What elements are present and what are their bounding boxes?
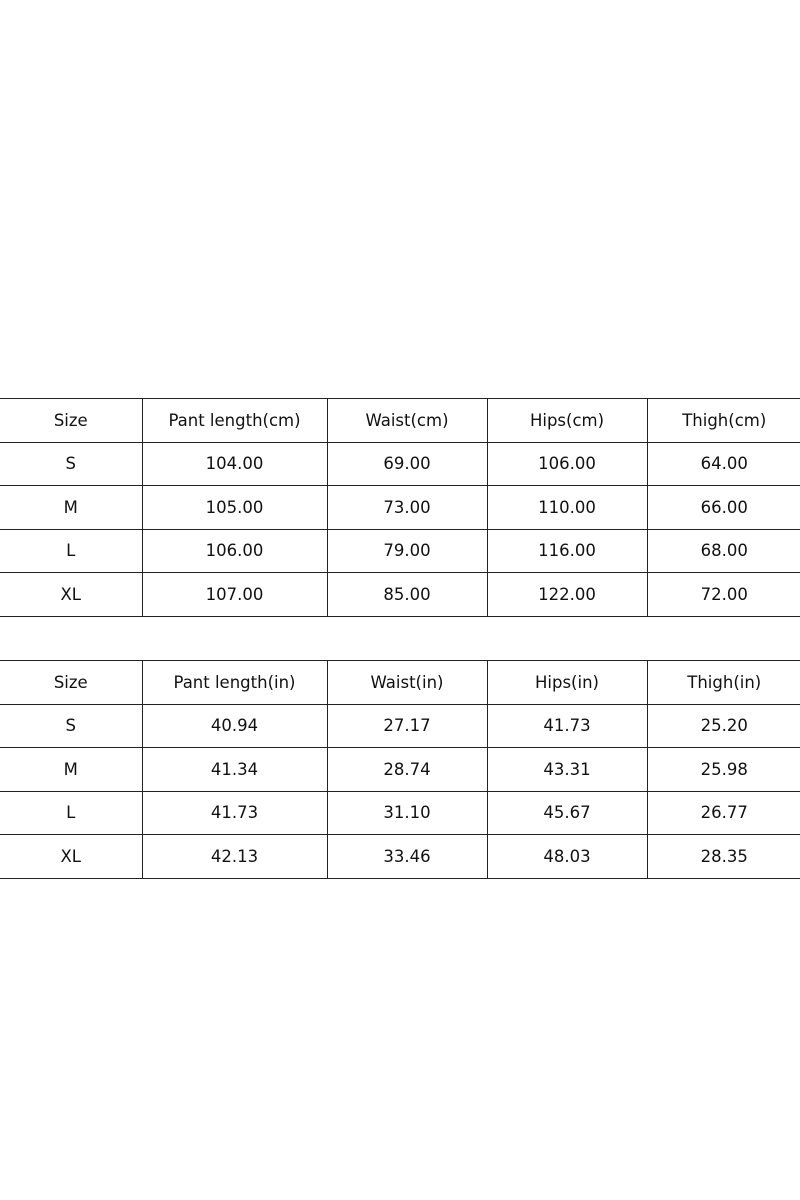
table-cell: 28.35	[646, 834, 800, 879]
table-cell: L	[0, 528, 143, 573]
table-cell: 41.73	[141, 790, 328, 835]
table-cell: M	[0, 747, 143, 792]
table-cell: 43.31	[486, 747, 648, 792]
table-cell: 79.00	[326, 528, 488, 573]
header-row: Size Pant length(cm) Waist(cm) Hips(cm) Thig…	[0, 398, 800, 443]
table-row: S 40.94 27.17 41.73 25.20	[0, 703, 800, 748]
table-cell: 69.00	[326, 441, 488, 486]
column-header: Pant length(in)	[141, 660, 328, 705]
table-cell: 122.00	[486, 572, 648, 617]
table-cell: 116.00	[486, 528, 648, 573]
column-header: Size	[0, 398, 143, 443]
table-cell: 105.00	[141, 485, 328, 530]
table-cell: 110.00	[486, 485, 648, 530]
table-cell: 27.17	[326, 703, 488, 748]
column-header: Waist(in)	[326, 660, 488, 705]
table-cell: S	[0, 441, 143, 486]
table-row: XL 42.13 33.46 48.03 28.35	[0, 834, 800, 879]
size-chart-cm-table: Size Pant length(cm) Waist(cm) Hips(cm) Thig…	[0, 398, 800, 617]
table-cell: S	[0, 703, 143, 748]
table-cell: 107.00	[141, 572, 328, 617]
column-header: Hips(cm)	[486, 398, 648, 443]
table-cell: 33.46	[326, 834, 488, 879]
size-chart-inch-table: Size Pant length(in) Waist(in) Hips(in) Thig…	[0, 660, 800, 879]
table-row: L 106.00 79.00 116.00 68.00	[0, 528, 800, 573]
column-header: Size	[0, 660, 143, 705]
table-cell: 42.13	[141, 834, 328, 879]
table-cell: 31.10	[326, 790, 488, 835]
table-row: M 41.34 28.74 43.31 25.98	[0, 747, 800, 792]
table-cell: 41.73	[486, 703, 648, 748]
table-cell: 40.94	[141, 703, 328, 748]
table-cell: 106.00	[141, 528, 328, 573]
table-row: M 105.00 73.00 110.00 66.00	[0, 485, 800, 530]
table-cell: 48.03	[486, 834, 648, 879]
table-row: S 104.00 69.00 106.00 64.00	[0, 441, 800, 486]
table-cell: 25.98	[646, 747, 800, 792]
table-cell: XL	[0, 572, 143, 617]
table-cell: 41.34	[141, 747, 328, 792]
table-cell: XL	[0, 834, 143, 879]
table-cell: 73.00	[326, 485, 488, 530]
table-cell: 104.00	[141, 441, 328, 486]
table-cell: M	[0, 485, 143, 530]
table-cell: 68.00	[646, 528, 800, 573]
column-header: Hips(in)	[486, 660, 648, 705]
column-header: Thigh(cm)	[646, 398, 800, 443]
column-header: Waist(cm)	[326, 398, 488, 443]
table-row: XL 107.00 85.00 122.00 72.00	[0, 572, 800, 617]
header-row: Size Pant length(in) Waist(in) Hips(in) Thig…	[0, 660, 800, 705]
table-cell: L	[0, 790, 143, 835]
column-header: Thigh(in)	[646, 660, 800, 705]
table-cell: 106.00	[486, 441, 648, 486]
table-cell: 85.00	[326, 572, 488, 617]
table-row: L 41.73 31.10 45.67 26.77	[0, 790, 800, 835]
table-cell: 26.77	[646, 790, 800, 835]
table-cell: 28.74	[326, 747, 488, 792]
column-header: Pant length(cm)	[141, 398, 328, 443]
table-cell: 45.67	[486, 790, 648, 835]
table-cell: 25.20	[646, 703, 800, 748]
table-cell: 66.00	[646, 485, 800, 530]
table-cell: 72.00	[646, 572, 800, 617]
table-cell: 64.00	[646, 441, 800, 486]
